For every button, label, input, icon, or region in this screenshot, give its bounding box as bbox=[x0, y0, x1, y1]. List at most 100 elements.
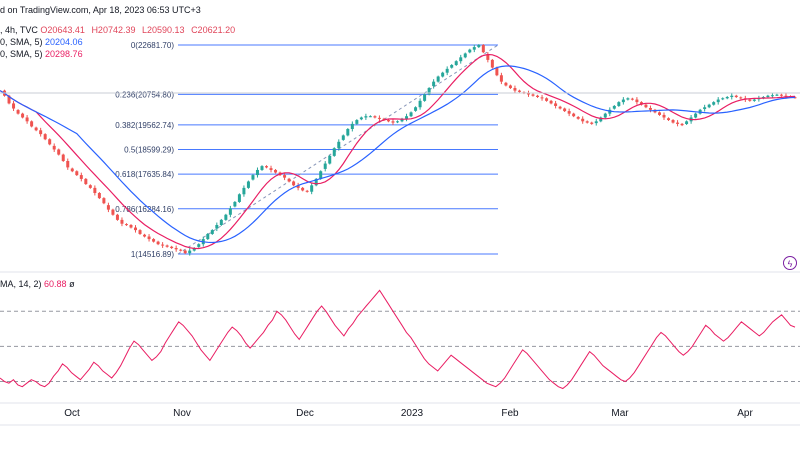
candle-body bbox=[206, 233, 210, 240]
candle-body bbox=[635, 99, 639, 103]
candle-body bbox=[775, 94, 779, 96]
candle-body bbox=[143, 234, 147, 237]
fib-label-0: 0(22681.70) bbox=[131, 41, 174, 50]
candle-body bbox=[341, 135, 345, 140]
candle-body bbox=[585, 121, 589, 123]
candle-body bbox=[779, 94, 783, 96]
candle-body bbox=[57, 149, 61, 155]
candle-body bbox=[323, 163, 327, 169]
close-value: C20621.20 bbox=[191, 25, 236, 35]
candle-body bbox=[594, 121, 598, 124]
candle-body bbox=[748, 99, 752, 101]
high-value: H20742.39 bbox=[91, 25, 136, 35]
candle-body bbox=[707, 104, 711, 108]
x-tick-mar: Mar bbox=[611, 408, 629, 419]
sma1-value: 20204.06 bbox=[45, 37, 83, 47]
candle-body bbox=[608, 109, 612, 114]
candle-body bbox=[490, 59, 494, 68]
candle-body bbox=[233, 201, 237, 207]
candle-body bbox=[156, 241, 160, 245]
candle-body bbox=[477, 45, 481, 48]
candle-body bbox=[350, 123, 354, 130]
rsi-panel bbox=[0, 289, 800, 390]
candle-body bbox=[721, 98, 725, 100]
candle-body bbox=[332, 148, 336, 156]
candle-body bbox=[75, 171, 79, 176]
candle-body bbox=[328, 155, 332, 164]
fib-label-4: 0.618(17635.84) bbox=[115, 170, 174, 179]
candle-body bbox=[739, 97, 743, 99]
candle-body bbox=[224, 214, 228, 220]
candle-body bbox=[463, 53, 467, 58]
candle-body bbox=[61, 154, 65, 162]
sma1-line[interactable]: 0, SMA, 5) 20204.06 bbox=[0, 37, 83, 47]
fib-label-5: 0.786(16284.16) bbox=[115, 205, 174, 214]
sma-fast-line bbox=[0, 53, 796, 250]
fib-label-1: 0.236(20754.80) bbox=[115, 90, 174, 99]
candle-body bbox=[237, 194, 241, 202]
candle-body bbox=[97, 192, 101, 199]
candle-body bbox=[662, 114, 666, 118]
candle-body bbox=[391, 121, 395, 123]
candle-body bbox=[418, 100, 422, 108]
candle-body bbox=[183, 250, 187, 254]
candle-body bbox=[364, 116, 368, 118]
candle-body bbox=[106, 205, 110, 210]
candle-body bbox=[265, 166, 269, 168]
candle-body bbox=[459, 57, 463, 62]
candle-body bbox=[513, 88, 517, 91]
lightning-icon[interactable]: ϟ bbox=[783, 256, 797, 270]
candle-body bbox=[536, 95, 540, 98]
candle-body bbox=[436, 76, 440, 82]
candle-body bbox=[450, 65, 454, 68]
candle-body bbox=[39, 130, 43, 135]
candle-body bbox=[517, 90, 521, 92]
candle-body bbox=[540, 97, 544, 99]
candle-body bbox=[228, 208, 232, 215]
low-value: L20590.13 bbox=[142, 25, 185, 35]
candle-body bbox=[305, 190, 309, 192]
rsi-line bbox=[0, 289, 796, 390]
candle-body bbox=[377, 117, 381, 119]
candle-body bbox=[34, 127, 38, 131]
candle-body bbox=[21, 113, 25, 118]
candle-body bbox=[508, 85, 512, 89]
fib-trend-line bbox=[177, 44, 499, 255]
candle-body bbox=[468, 49, 472, 53]
candle-body bbox=[590, 122, 594, 124]
candle-body bbox=[400, 118, 404, 122]
candle-body bbox=[283, 175, 287, 178]
candle-body bbox=[7, 95, 11, 104]
sma2-line[interactable]: 0, SMA, 5) 20298.76 bbox=[0, 49, 83, 59]
candle-body bbox=[66, 161, 70, 168]
candle-body bbox=[526, 93, 530, 95]
x-tick-nov: Nov bbox=[173, 408, 191, 419]
candle-body bbox=[134, 227, 138, 231]
candle-body bbox=[192, 248, 196, 251]
open-value: O20643.41 bbox=[40, 25, 85, 35]
candle-body bbox=[752, 99, 756, 101]
candle-body bbox=[43, 134, 47, 140]
candle-body bbox=[84, 178, 88, 185]
candle-body bbox=[572, 113, 576, 117]
chart-source-line: d on TradingView.com, Apr 18, 2023 06:53… bbox=[0, 5, 201, 15]
candle-body bbox=[337, 141, 341, 149]
candle-body bbox=[269, 168, 273, 170]
candle-body bbox=[111, 209, 115, 215]
candle-body bbox=[359, 117, 363, 120]
candle-body bbox=[481, 45, 485, 53]
candle-body bbox=[630, 98, 634, 100]
candle-body bbox=[296, 185, 300, 188]
sma1-label: 0, SMA, 5) bbox=[0, 37, 43, 47]
candle-body bbox=[667, 118, 671, 121]
candle-body bbox=[558, 106, 562, 109]
candle-body bbox=[170, 246, 174, 249]
candle-body bbox=[152, 239, 156, 242]
rsi-label: MA, 14, 2) bbox=[0, 279, 42, 289]
candle-body bbox=[179, 249, 183, 251]
candle-body bbox=[124, 224, 128, 226]
candle-body bbox=[504, 82, 508, 86]
rsi-header[interactable]: MA, 14, 2) 60.88 ø bbox=[0, 279, 75, 289]
candle-body bbox=[174, 248, 178, 250]
